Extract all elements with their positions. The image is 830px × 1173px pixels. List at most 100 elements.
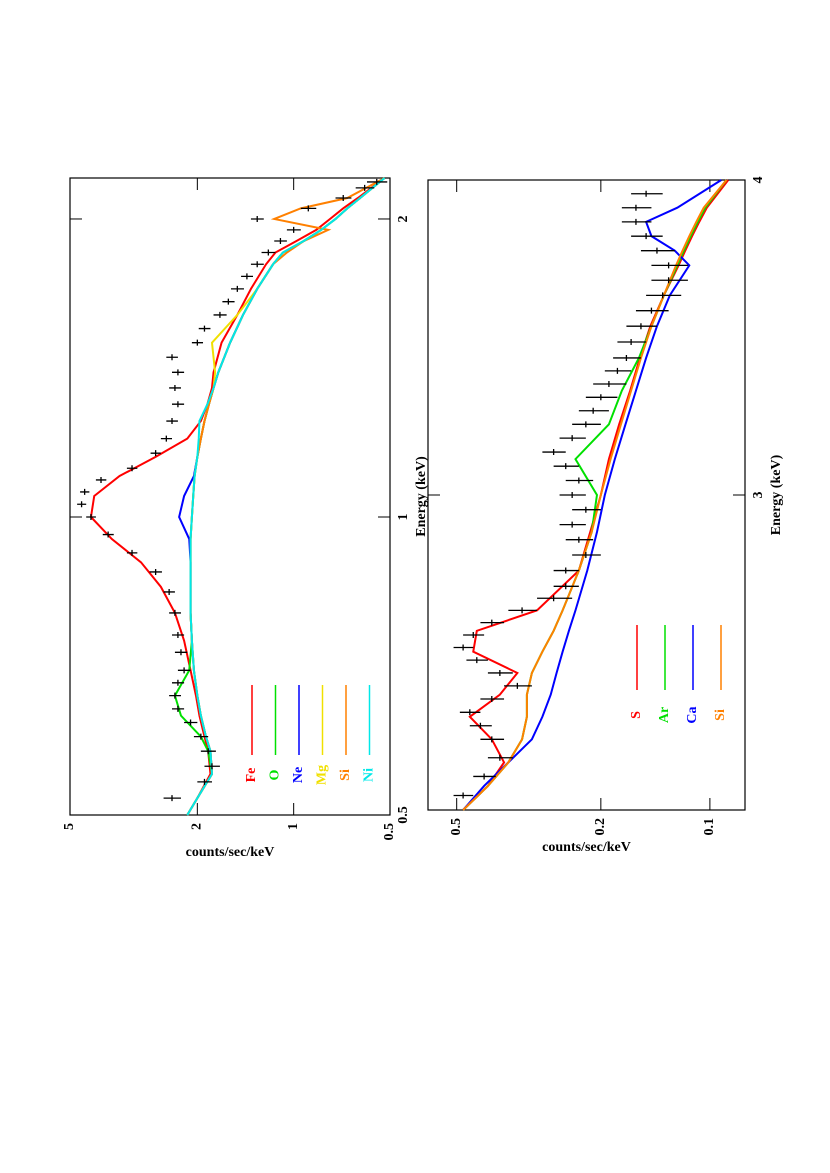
data-point — [487, 669, 513, 676]
data-point — [453, 792, 474, 799]
data-point — [95, 476, 107, 483]
data-point — [565, 536, 594, 543]
legend-label: Ca — [685, 706, 700, 723]
model-line — [89, 177, 386, 816]
data-point — [102, 531, 114, 538]
data-point — [572, 552, 601, 559]
data-point — [204, 763, 220, 770]
legend-label: Fe — [244, 768, 259, 783]
data-point — [631, 233, 663, 240]
data-point — [163, 588, 175, 595]
x-tick-label: 2 — [396, 215, 411, 222]
data-point — [578, 407, 609, 414]
data-point — [572, 421, 601, 428]
data-point — [559, 521, 586, 528]
data-point — [149, 568, 162, 575]
data-point — [542, 449, 566, 456]
legend-label: Si — [338, 769, 353, 781]
data-point — [469, 722, 492, 729]
data-point — [572, 506, 601, 513]
data-point — [635, 307, 669, 314]
y-tick-label: 5 — [62, 823, 77, 830]
data-point — [453, 644, 474, 651]
data-point — [559, 435, 586, 442]
data-point — [274, 238, 287, 245]
legend-label: O — [268, 769, 283, 780]
data-point — [172, 679, 185, 686]
data-point — [487, 754, 513, 761]
data-point — [366, 178, 388, 185]
model-line — [462, 179, 728, 811]
data-point — [169, 692, 181, 699]
x-axis-label: Energy (keV) — [414, 456, 429, 537]
y-tick-label: 2 — [190, 823, 205, 830]
data-point — [559, 492, 586, 498]
data-point — [604, 367, 632, 374]
data-point — [200, 748, 216, 755]
y-tick-label: 0.1 — [702, 818, 717, 836]
data-point — [300, 205, 317, 212]
data-point — [160, 435, 173, 442]
data-point — [593, 381, 627, 388]
x-tick-label: 3 — [751, 492, 766, 499]
data-point — [213, 311, 227, 318]
model-line — [462, 179, 722, 811]
legend-label: Ni — [362, 768, 377, 782]
data-point — [177, 667, 191, 674]
panel: 3 4 0.1 0.2 0.5 Energy (keV) counts/sec/keV S Ar… — [427, 177, 784, 855]
data-point — [126, 549, 138, 556]
y-axis-label: counts/sec/keV — [186, 845, 275, 860]
data-point — [508, 607, 538, 614]
data-point — [480, 736, 505, 743]
data-point — [335, 195, 352, 202]
data-point — [537, 595, 573, 602]
data-point — [172, 401, 185, 408]
data-point — [169, 609, 181, 616]
y-axis-label: counts/sec/keV — [542, 840, 631, 855]
y-tick-label: 0.5 — [382, 823, 397, 841]
data-point — [640, 247, 675, 254]
data-point — [553, 567, 579, 574]
data-point — [621, 218, 652, 225]
data-point — [459, 709, 481, 716]
data-point — [193, 733, 209, 740]
data-point — [86, 513, 96, 520]
y-tick-label: 1 — [286, 823, 301, 830]
data-point — [613, 354, 641, 361]
data-point — [80, 488, 90, 495]
x-tick-label: 0.5 — [396, 806, 411, 824]
legend-label: Ne — [291, 767, 306, 783]
data-point — [166, 354, 178, 361]
data-point — [197, 778, 212, 785]
data-point — [585, 394, 618, 401]
data-point — [126, 465, 138, 472]
model-line — [186, 177, 386, 816]
data-point — [466, 657, 488, 664]
data-point — [463, 631, 485, 638]
data-point — [198, 325, 211, 332]
data-point — [241, 273, 253, 280]
data-point — [651, 262, 688, 269]
data-point — [473, 773, 496, 780]
data-point — [174, 649, 188, 656]
data-point — [621, 204, 652, 211]
data-point — [553, 583, 579, 590]
x-tick-label: 1 — [396, 513, 411, 520]
data-point — [504, 682, 532, 689]
legend-label: Mg — [315, 765, 330, 785]
data-point — [617, 338, 647, 345]
data-point — [553, 463, 579, 470]
data-point — [230, 285, 244, 292]
legend-label: S — [629, 711, 644, 719]
plot-frame — [69, 177, 391, 816]
data-point — [150, 450, 161, 457]
data-point — [163, 795, 181, 802]
data-point — [77, 501, 87, 508]
data-point — [651, 277, 688, 284]
data-point — [355, 184, 375, 191]
data-point — [222, 298, 235, 305]
data-point — [646, 292, 682, 299]
data-point — [480, 696, 505, 703]
data-point — [172, 631, 185, 638]
